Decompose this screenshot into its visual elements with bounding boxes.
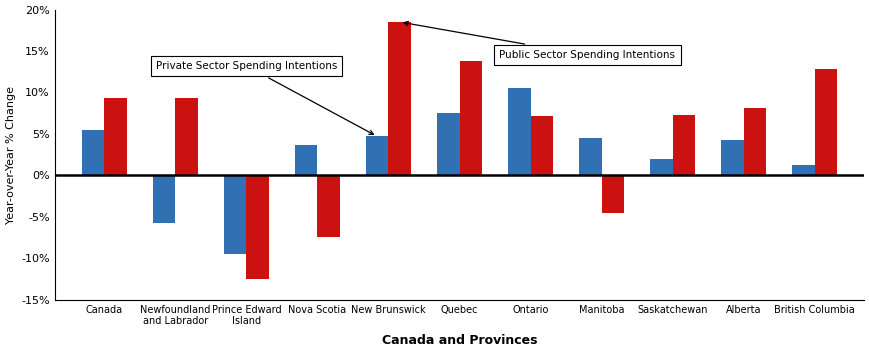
Bar (459, 61, 481, 175)
Text: Public Sector Spending Intentions: Public Sector Spending Intentions (403, 22, 674, 60)
Bar (223, 175, 246, 254)
Bar (813, 69, 837, 175)
Text: Private Sector Spending Intentions: Private Sector Spending Intentions (156, 61, 373, 134)
Bar (104, 98, 127, 175)
Bar (295, 145, 317, 175)
Bar (82, 130, 104, 175)
Bar (436, 113, 459, 175)
Bar (152, 175, 176, 223)
Bar (317, 175, 340, 238)
Bar (507, 88, 530, 175)
Bar (672, 115, 694, 175)
Bar (388, 22, 411, 175)
Bar (743, 108, 766, 175)
Bar (720, 140, 743, 175)
Bar (246, 175, 269, 279)
Bar (791, 165, 813, 175)
Bar (530, 116, 553, 175)
X-axis label: Canada and Provinces: Canada and Provinces (381, 334, 537, 347)
Bar (578, 138, 600, 175)
Y-axis label: Year-over-Year % Change: Year-over-Year % Change (5, 86, 16, 223)
Bar (365, 136, 388, 175)
Bar (600, 175, 624, 214)
Bar (649, 159, 672, 175)
Bar (176, 98, 198, 175)
